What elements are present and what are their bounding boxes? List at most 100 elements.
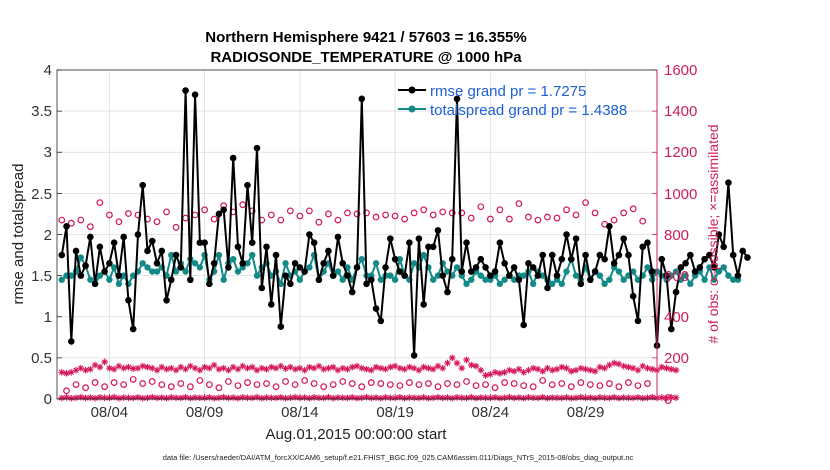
obs-assimilated-marker (444, 359, 451, 367)
rmse-point (158, 247, 166, 255)
obs-assimilated-marker (601, 364, 608, 372)
obs-possible-marker (425, 380, 432, 387)
rmse-point (387, 235, 394, 242)
rmse-point (315, 276, 323, 284)
obs-possible-marker (205, 381, 213, 389)
totalspread-point (715, 268, 723, 275)
rmse-point (429, 243, 437, 251)
rmse-point (601, 255, 608, 263)
rmse-point (577, 280, 585, 288)
totalspread-point (87, 276, 94, 283)
obs-assimilated-marker (415, 366, 423, 374)
obs-assimilated-marker (458, 364, 466, 372)
y-right-axis-label: # of obs: o=possible; ×=assimilated (705, 124, 721, 343)
rmse-point (606, 222, 613, 230)
totalspread-point (629, 268, 637, 275)
rmse-point (610, 259, 618, 267)
rmse-point (172, 251, 180, 259)
totalspread-point (701, 276, 708, 283)
obs-assimilated-marker (396, 364, 404, 372)
obs-assimilated-marker (91, 394, 99, 402)
totalspread-point (482, 276, 489, 283)
rmse-point (439, 272, 447, 279)
totalspread-point (453, 264, 461, 271)
totalspread-point (596, 272, 604, 279)
obs-assimilated-marker (315, 362, 323, 370)
totalspread-point (615, 268, 623, 275)
data-file-footnote: data file: /Users/raeder/DAI/ATM_forcXX/… (163, 453, 634, 462)
obs-possible-marker (610, 216, 618, 224)
obs-assimilated-marker (663, 394, 670, 402)
obs-possible-marker (401, 215, 409, 223)
obs-assimilated-marker (110, 365, 118, 373)
rmse-point (339, 259, 347, 267)
rmse-point (210, 259, 218, 267)
obs-possible-marker (286, 207, 294, 215)
y-right-tick-label: 1600 (664, 62, 697, 79)
rmse-point (334, 233, 342, 241)
rmse-point (96, 243, 104, 251)
obs-possible-marker (510, 380, 518, 387)
rmse-point (325, 247, 332, 255)
obs-possible-marker (453, 381, 461, 389)
obs-assimilated-marker (391, 394, 399, 402)
obs-possible-marker (115, 218, 123, 226)
rmse-point (534, 272, 542, 279)
rmse-point (358, 95, 366, 103)
totalspread-point (720, 264, 727, 271)
totalspread-point (196, 264, 204, 271)
obs-possible-marker (163, 208, 170, 216)
obs-possible-marker (444, 380, 451, 387)
obs-assimilated-marker (658, 394, 666, 401)
obs-assimilated-marker (467, 361, 475, 369)
totalspread-point (339, 276, 346, 283)
obs-assimilated-marker (634, 366, 642, 374)
rmse-point (291, 259, 299, 267)
rmse-point (244, 181, 251, 189)
obs-assimilated-marker (258, 394, 266, 402)
rmse-point (301, 268, 308, 275)
rmse-point (496, 239, 504, 247)
obs-possible-marker (534, 216, 542, 224)
rmse-point (520, 321, 527, 329)
totalspread-point (106, 276, 113, 283)
totalspread-point (710, 276, 718, 283)
obs-possible-marker (382, 211, 389, 219)
obs-possible-marker (358, 383, 366, 391)
obs-possible-marker (110, 379, 118, 386)
obs-assimilated-marker (258, 364, 266, 372)
totalspread-point (510, 276, 518, 283)
obs-possible-marker (377, 380, 385, 387)
rmse-point (472, 264, 480, 271)
obs-possible-marker (201, 206, 209, 214)
obs-possible-marker (615, 383, 623, 391)
obs-possible-marker (420, 206, 428, 214)
obs-possible-marker (196, 377, 204, 384)
obs-assimilated-marker (520, 394, 527, 402)
obs-possible-marker (344, 209, 351, 217)
obs-possible-marker (129, 376, 137, 383)
rmse-point (310, 239, 318, 247)
obs-assimilated-marker (463, 394, 470, 402)
rmse-point (525, 259, 532, 267)
rmse-point (287, 280, 294, 288)
rmse-point (563, 231, 570, 238)
totalspread-point (334, 268, 342, 275)
obs-assimilated-marker (206, 364, 213, 372)
obs-assimilated-marker (487, 394, 494, 402)
obs-assimilated-marker (548, 366, 556, 374)
y-right-tick-label: 1400 (664, 103, 697, 120)
rmse-point (106, 259, 113, 267)
obs-possible-marker (348, 380, 356, 387)
obs-possible-marker (139, 380, 147, 387)
obs-possible-marker (325, 210, 332, 218)
obs-assimilated-marker (301, 366, 308, 374)
obs-possible-marker (305, 207, 313, 215)
rmse-point (420, 301, 427, 308)
rmse-point (63, 222, 70, 230)
obs-assimilated-marker (115, 394, 123, 402)
rmse-point (196, 239, 204, 247)
obs-possible-marker (153, 218, 161, 226)
y-right-tick-label: 600 (664, 268, 689, 285)
rmse-point (701, 255, 708, 263)
